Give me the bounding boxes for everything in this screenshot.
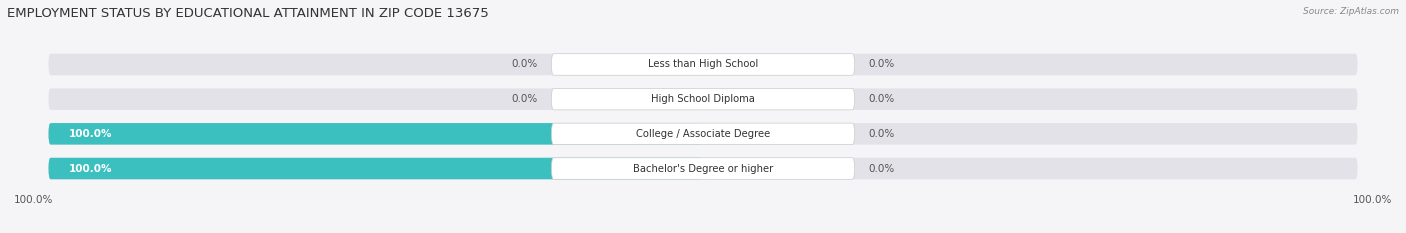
Text: College / Associate Degree: College / Associate Degree (636, 129, 770, 139)
FancyBboxPatch shape (551, 88, 855, 110)
FancyBboxPatch shape (703, 126, 807, 142)
Text: High School Diploma: High School Diploma (651, 94, 755, 104)
FancyBboxPatch shape (551, 158, 855, 179)
Text: EMPLOYMENT STATUS BY EDUCATIONAL ATTAINMENT IN ZIP CODE 13675: EMPLOYMENT STATUS BY EDUCATIONAL ATTAINM… (7, 7, 489, 20)
Text: 100.0%: 100.0% (69, 164, 112, 174)
FancyBboxPatch shape (48, 88, 703, 110)
Text: Less than High School: Less than High School (648, 59, 758, 69)
Text: 100.0%: 100.0% (1353, 195, 1392, 205)
FancyBboxPatch shape (551, 54, 855, 75)
FancyBboxPatch shape (48, 158, 703, 179)
FancyBboxPatch shape (48, 123, 703, 145)
FancyBboxPatch shape (551, 123, 855, 145)
Text: 0.0%: 0.0% (869, 94, 894, 104)
Text: 0.0%: 0.0% (869, 129, 894, 139)
FancyBboxPatch shape (703, 123, 1358, 145)
FancyBboxPatch shape (599, 56, 703, 72)
FancyBboxPatch shape (48, 158, 703, 179)
FancyBboxPatch shape (48, 123, 703, 145)
Text: 100.0%: 100.0% (14, 195, 53, 205)
FancyBboxPatch shape (48, 54, 703, 75)
FancyBboxPatch shape (703, 88, 1358, 110)
Text: 0.0%: 0.0% (512, 59, 537, 69)
FancyBboxPatch shape (703, 54, 1358, 75)
Text: 0.0%: 0.0% (512, 94, 537, 104)
FancyBboxPatch shape (599, 91, 703, 107)
Text: Source: ZipAtlas.com: Source: ZipAtlas.com (1303, 7, 1399, 16)
Text: 0.0%: 0.0% (869, 59, 894, 69)
FancyBboxPatch shape (703, 91, 807, 107)
FancyBboxPatch shape (703, 161, 807, 177)
FancyBboxPatch shape (703, 158, 1358, 179)
Text: 100.0%: 100.0% (69, 129, 112, 139)
Text: 0.0%: 0.0% (869, 164, 894, 174)
FancyBboxPatch shape (703, 56, 807, 72)
Text: Bachelor's Degree or higher: Bachelor's Degree or higher (633, 164, 773, 174)
